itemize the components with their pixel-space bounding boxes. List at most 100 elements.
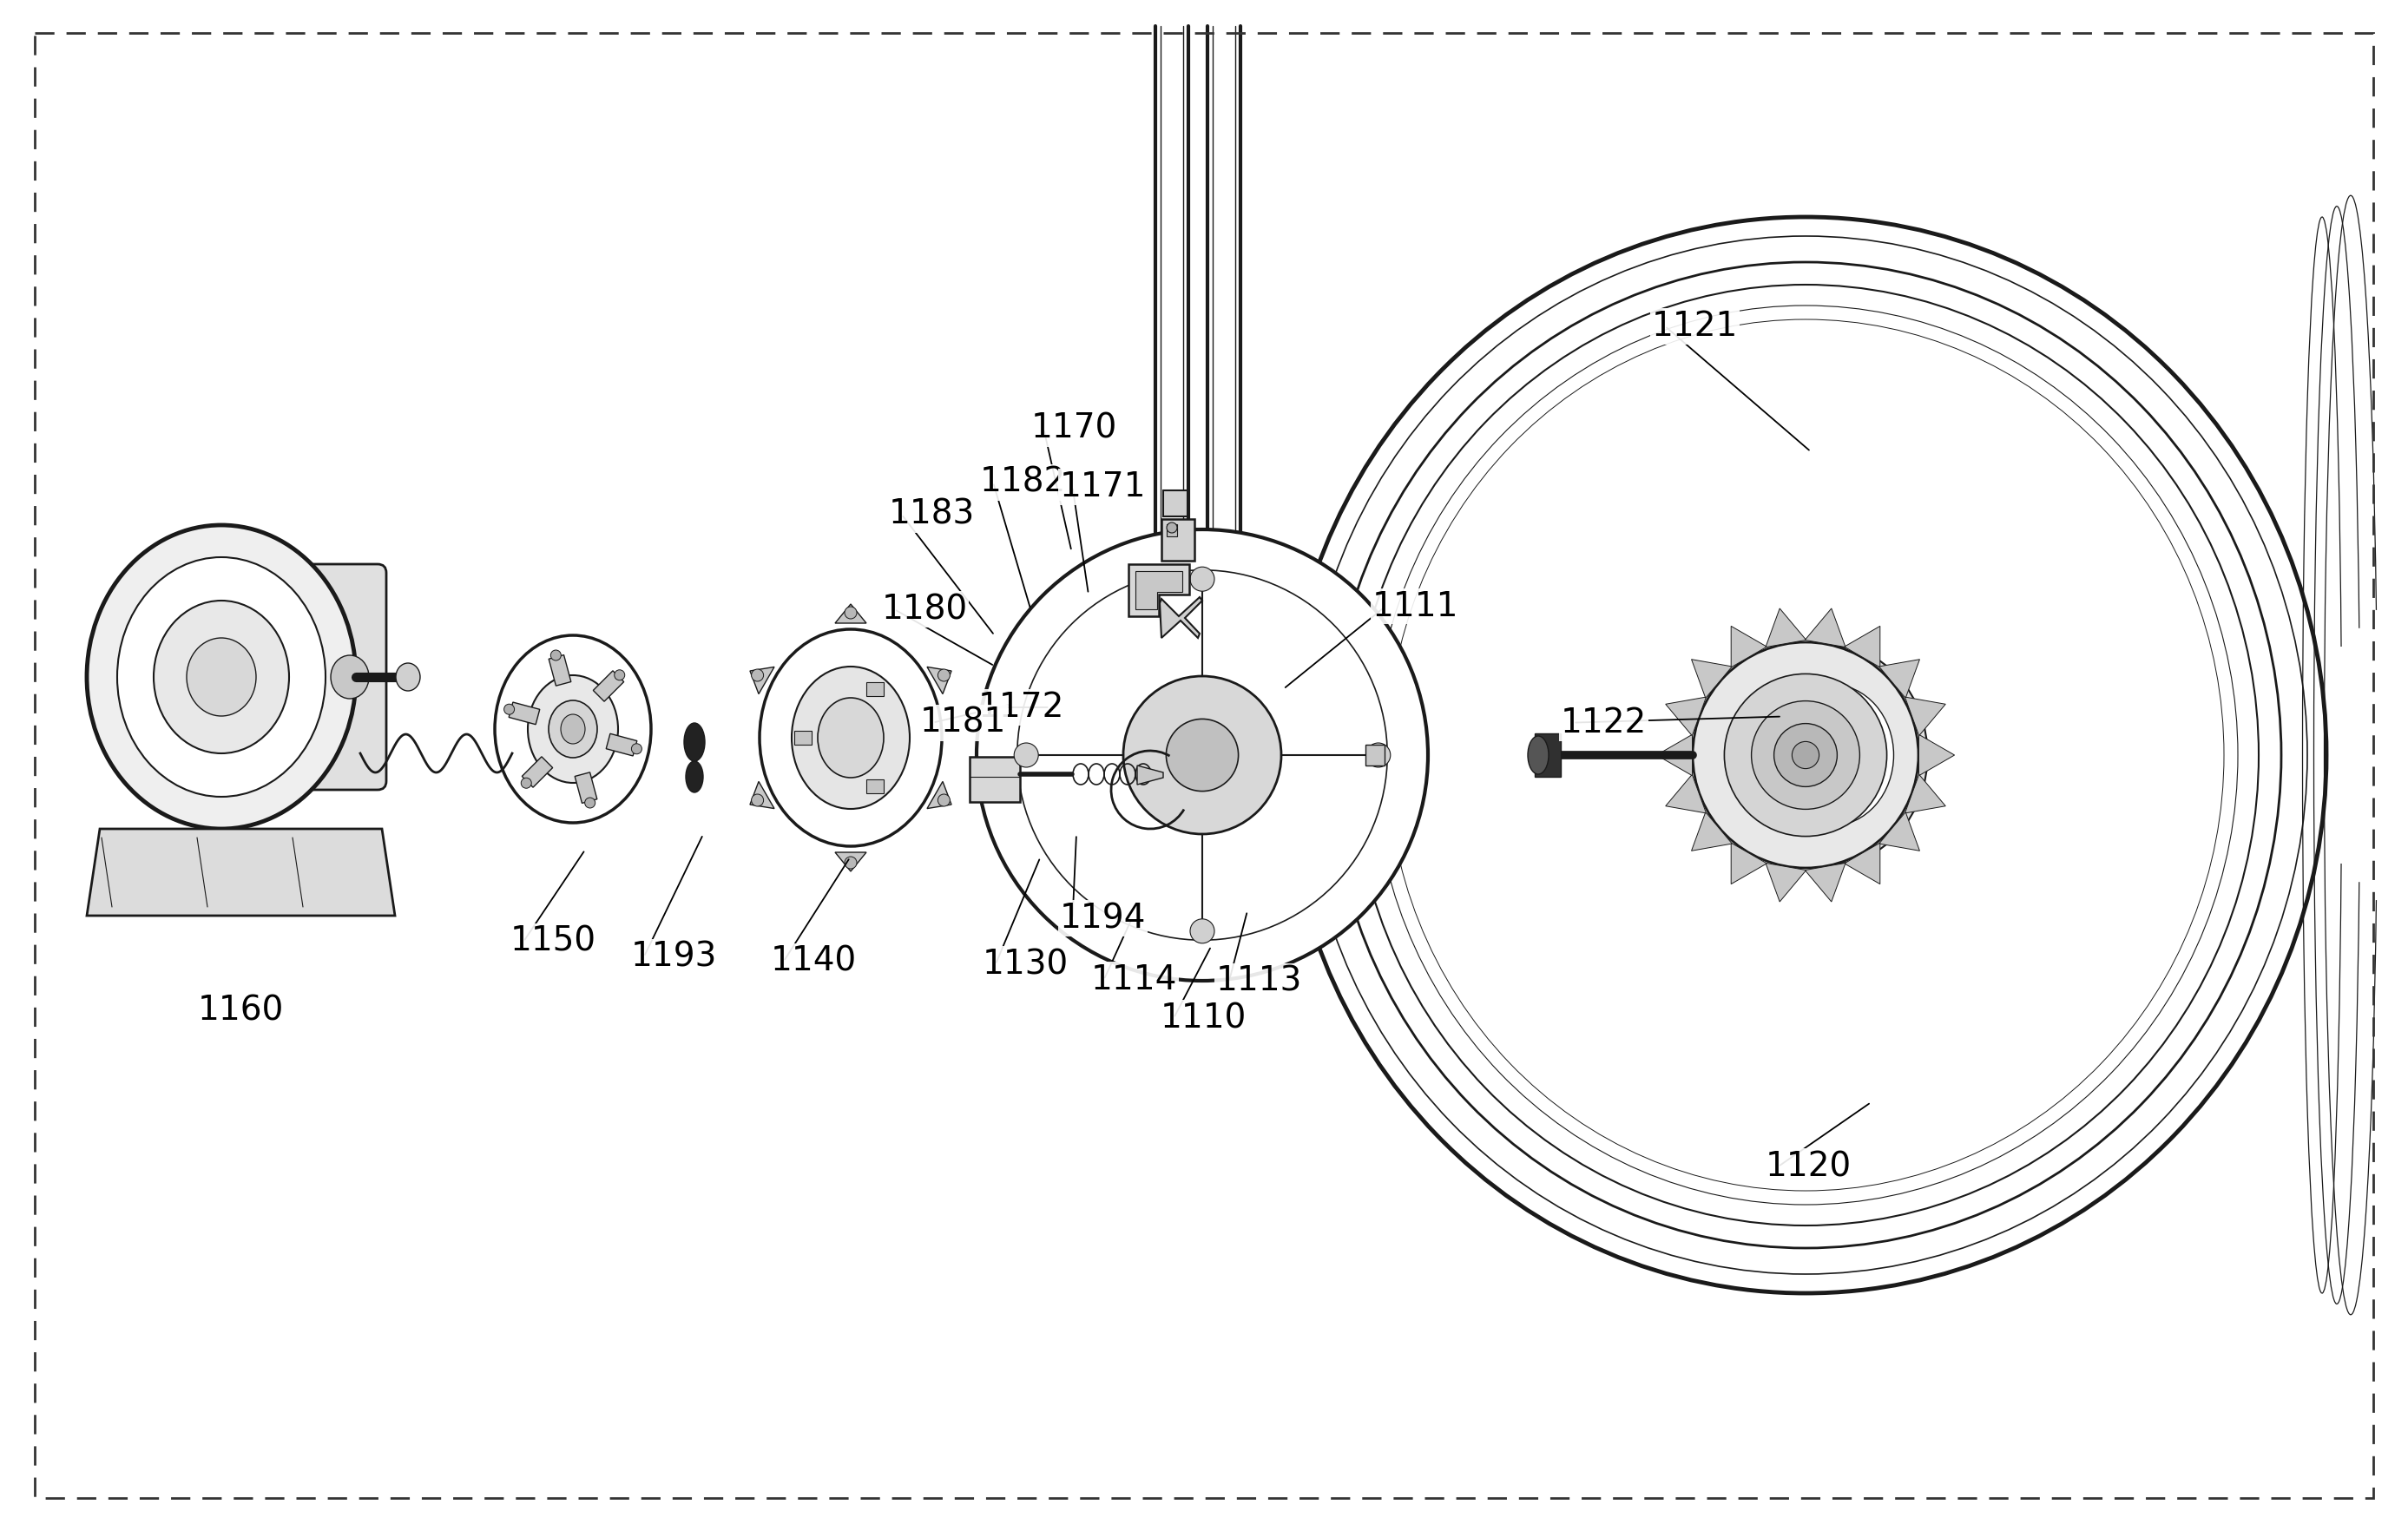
Ellipse shape — [631, 744, 643, 755]
Polygon shape — [1919, 735, 1955, 776]
Ellipse shape — [1527, 736, 1548, 775]
Polygon shape — [1845, 844, 1881, 883]
Polygon shape — [1666, 697, 1707, 736]
Ellipse shape — [1286, 217, 2326, 1294]
Ellipse shape — [549, 700, 597, 758]
Bar — [867, 681, 884, 695]
Ellipse shape — [1190, 566, 1214, 591]
Ellipse shape — [1190, 919, 1214, 943]
Ellipse shape — [1751, 701, 1859, 810]
Text: 1160: 1160 — [197, 994, 284, 1027]
Ellipse shape — [520, 778, 532, 788]
Polygon shape — [927, 668, 951, 694]
FancyBboxPatch shape — [299, 563, 385, 790]
Ellipse shape — [614, 671, 624, 680]
Ellipse shape — [1724, 674, 1888, 836]
Ellipse shape — [585, 798, 595, 808]
Polygon shape — [1657, 735, 1693, 776]
Polygon shape — [1806, 863, 1845, 902]
Ellipse shape — [1387, 320, 2225, 1191]
Ellipse shape — [1792, 741, 1818, 769]
Polygon shape — [836, 853, 867, 871]
Polygon shape — [1161, 597, 1202, 638]
Ellipse shape — [751, 669, 763, 681]
Bar — [1161, 519, 1194, 560]
Polygon shape — [749, 781, 775, 808]
Polygon shape — [1765, 608, 1806, 648]
Text: 1130: 1130 — [982, 948, 1069, 981]
Polygon shape — [1878, 811, 1919, 851]
Ellipse shape — [1329, 262, 2280, 1248]
Ellipse shape — [1165, 720, 1238, 792]
Text: 1193: 1193 — [631, 940, 718, 974]
Ellipse shape — [494, 635, 650, 822]
Ellipse shape — [759, 629, 942, 847]
Ellipse shape — [188, 638, 255, 717]
Polygon shape — [1690, 660, 1731, 698]
Bar — [1534, 733, 1560, 776]
Text: 1171: 1171 — [1060, 470, 1146, 504]
Ellipse shape — [395, 663, 419, 690]
Ellipse shape — [1016, 570, 1387, 940]
Text: 1121: 1121 — [1652, 309, 1739, 343]
Ellipse shape — [978, 530, 1428, 981]
Ellipse shape — [1122, 677, 1281, 834]
Ellipse shape — [330, 655, 368, 698]
Text: 1140: 1140 — [771, 945, 857, 978]
Ellipse shape — [684, 723, 706, 761]
Text: 1182: 1182 — [980, 465, 1067, 499]
Polygon shape — [1731, 626, 1767, 668]
Ellipse shape — [845, 857, 857, 868]
Ellipse shape — [1775, 724, 1837, 787]
Polygon shape — [576, 772, 597, 804]
Polygon shape — [592, 671, 624, 701]
Polygon shape — [87, 828, 395, 916]
Ellipse shape — [154, 600, 289, 753]
Ellipse shape — [937, 795, 951, 807]
Ellipse shape — [551, 651, 561, 660]
Polygon shape — [1878, 660, 1919, 698]
Text: 1170: 1170 — [1031, 412, 1117, 446]
Text: 1110: 1110 — [1161, 1001, 1247, 1035]
Ellipse shape — [1693, 643, 1919, 868]
Ellipse shape — [751, 795, 763, 807]
Text: 1111: 1111 — [1373, 589, 1459, 623]
Text: 1180: 1180 — [881, 592, 968, 626]
Polygon shape — [927, 781, 951, 808]
Ellipse shape — [1770, 684, 1893, 825]
Polygon shape — [1845, 626, 1881, 668]
Text: 1181: 1181 — [920, 706, 1007, 739]
Polygon shape — [508, 703, 539, 724]
Text: 1194: 1194 — [1060, 902, 1146, 935]
Ellipse shape — [1365, 743, 1389, 767]
Text: 1113: 1113 — [1216, 965, 1303, 998]
Text: 1114: 1114 — [1091, 963, 1178, 997]
Polygon shape — [549, 655, 571, 686]
Polygon shape — [607, 733, 638, 756]
Ellipse shape — [845, 606, 857, 619]
Ellipse shape — [87, 525, 356, 828]
Polygon shape — [836, 605, 867, 623]
Polygon shape — [1765, 863, 1806, 902]
Ellipse shape — [1014, 743, 1038, 767]
Polygon shape — [1806, 608, 1845, 648]
Ellipse shape — [1736, 646, 1926, 863]
Polygon shape — [1731, 844, 1767, 883]
Polygon shape — [1137, 766, 1163, 784]
Polygon shape — [1690, 811, 1731, 851]
Text: 1172: 1172 — [978, 690, 1064, 724]
Bar — [867, 779, 884, 793]
Ellipse shape — [792, 666, 910, 808]
Ellipse shape — [1165, 522, 1178, 533]
Text: 1183: 1183 — [889, 498, 975, 531]
Bar — [970, 756, 1021, 802]
Ellipse shape — [1353, 285, 2259, 1225]
Text: 1150: 1150 — [510, 925, 597, 958]
Text: 1122: 1122 — [1560, 706, 1647, 739]
Polygon shape — [1137, 571, 1182, 609]
Ellipse shape — [527, 675, 619, 782]
Ellipse shape — [819, 698, 884, 778]
Ellipse shape — [503, 704, 515, 715]
Polygon shape — [1905, 697, 1946, 736]
Ellipse shape — [561, 715, 585, 744]
